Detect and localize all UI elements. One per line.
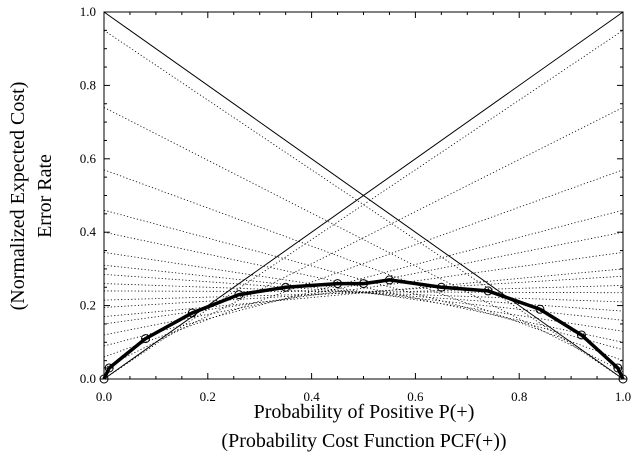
- x-tick-label: 0.8: [511, 389, 527, 404]
- cost-line-17: [103, 107, 624, 369]
- trivial-line-1: [103, 11, 624, 380]
- x-tick-label: 0.4: [303, 389, 320, 404]
- cost-line-9: [103, 290, 624, 294]
- cost-line-8: [103, 283, 624, 303]
- cost-line-15: [103, 209, 624, 347]
- cost-line-16: [103, 169, 624, 358]
- envelope-line: [102, 278, 625, 380]
- y-axis-title: Error Rate: [34, 154, 56, 238]
- cost-line-18: [103, 30, 624, 380]
- y-axis-subtitle: (Normalized Expected Cost): [7, 82, 29, 311]
- y-tick-label: 0.4: [80, 224, 97, 239]
- x-tick-label: 1.0: [615, 389, 631, 404]
- ticks: 0.0 0.2 0.4 0.6 0.8 1.0 0.0 0.2 0.4 0.6 0.8 1.0: [80, 4, 631, 404]
- y-tick-label: 0.8: [80, 77, 96, 92]
- y-tick-label: 1.0: [80, 4, 96, 19]
- cost-lines: [103, 30, 624, 380]
- cost-line-10: [103, 285, 624, 301]
- y-tick-label: 0.2: [80, 298, 96, 313]
- x-axis-subtitle: (Probability Cost Function PCF(+)): [221, 430, 506, 452]
- x-tick-label: 0.2: [200, 389, 216, 404]
- x-tick-label: 0.6: [407, 389, 424, 404]
- x-tick-label: 0.0: [96, 389, 112, 404]
- cost-line-13: [103, 251, 624, 325]
- cost-line-0: [103, 30, 624, 380]
- trivial-lines: [103, 11, 624, 380]
- cost-line-2: [103, 169, 624, 362]
- x-axis-title: Probability of Positive P(+): [254, 401, 475, 423]
- y-tick-label: 0.6: [80, 151, 97, 166]
- y-tick-label: 0.0: [80, 371, 96, 386]
- cost-line-12: [103, 268, 624, 318]
- series: [99, 275, 628, 384]
